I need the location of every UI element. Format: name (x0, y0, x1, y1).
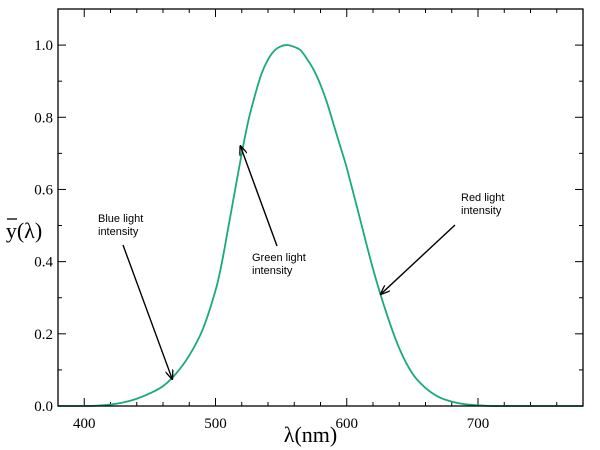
annotation-label: Green light intensity (252, 252, 306, 277)
y-tick-label: 0.6 (34, 182, 53, 198)
y-tick-label: 1.0 (34, 38, 53, 54)
annotation-label-line: intensity (252, 265, 293, 277)
annotation-label: Red light intensity (461, 192, 504, 217)
x-tick-label: 400 (73, 416, 96, 432)
x-axis-title: λ(nm) (284, 422, 337, 447)
annotation-arrow (122, 244, 172, 379)
plot-frame (57, 8, 584, 407)
y-tick-label: 0.8 (34, 110, 53, 126)
annotation-label-line: Blue light (98, 213, 143, 225)
annotation-arrow (240, 146, 278, 247)
luminosity-curve (58, 44, 583, 407)
x-axis-ticks: 400 500 600 700 (57, 9, 584, 432)
y-tick-label: 0.0 (34, 399, 53, 415)
annotation-label-line: intensity (461, 205, 502, 217)
annotation-label-line: Red light (461, 192, 504, 204)
annotation-label-line: intensity (98, 226, 139, 238)
x-tick-label: 700 (467, 416, 490, 432)
y-axis-title: y(λ) (6, 218, 42, 243)
x-tick-label: 500 (204, 416, 227, 432)
annotation-arrow (381, 224, 456, 294)
annotation-label: Blue light intensity (98, 213, 143, 238)
y-tick-label: 0.4 (34, 255, 53, 271)
y-axis-ticks: 0.0 0.2 0.4 0.6 0.8 1.0 (34, 38, 583, 415)
series-layer (58, 44, 583, 407)
x-tick-label: 600 (336, 416, 359, 432)
y-tick-label: 0.2 (34, 327, 53, 343)
annotation-label-line: Green light (252, 252, 306, 264)
